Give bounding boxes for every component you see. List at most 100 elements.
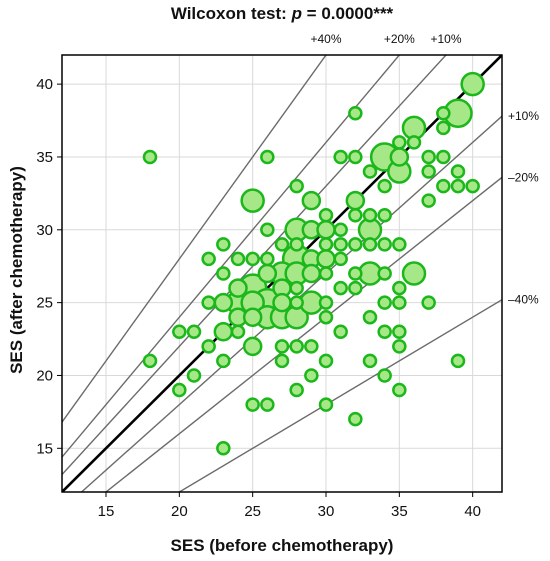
data-point: [348, 237, 363, 252]
data-point: [406, 135, 422, 150]
data-point: [318, 309, 334, 325]
data-point: [318, 266, 334, 281]
data-point: [216, 237, 231, 252]
data-point: [333, 222, 348, 238]
x-tick-label: 40: [464, 503, 481, 520]
reference-line-label: +20%: [384, 32, 415, 46]
data-point: [260, 397, 275, 412]
data-point: [333, 237, 348, 252]
data-point: [260, 251, 275, 267]
data-point: [392, 280, 407, 296]
data-point: [289, 382, 304, 398]
data-point: [216, 353, 231, 369]
data-point: [348, 106, 363, 121]
x-tick-label: 15: [98, 503, 115, 520]
data-point: [450, 164, 466, 179]
data-point: [245, 397, 260, 412]
data-point: [257, 263, 278, 284]
data-point: [436, 149, 451, 165]
data-point: [348, 207, 363, 223]
data-point: [333, 149, 348, 165]
data-point: [272, 292, 292, 313]
y-tick-label: 40: [36, 76, 53, 93]
data-point: [201, 251, 216, 267]
data-point: [186, 368, 202, 383]
data-point: [348, 266, 363, 281]
data-point: [348, 280, 363, 296]
data-point: [228, 278, 248, 298]
data-point: [201, 295, 216, 310]
data-point: [333, 280, 348, 296]
data-point: [333, 324, 348, 340]
x-tick-label: 25: [244, 503, 261, 520]
data-point: [465, 178, 480, 194]
data-point: [216, 266, 231, 281]
reference-line-label: –20%: [508, 170, 539, 184]
data-point: [142, 149, 158, 165]
data-point: [289, 280, 304, 296]
data-point: [289, 295, 304, 310]
reference-line: [177, 299, 502, 492]
data-point: [213, 322, 234, 342]
reference-line: [62, 55, 327, 423]
y-tick-label: 25: [36, 295, 53, 312]
data-point: [301, 190, 322, 211]
x-axis-label: SES (before chemotherapy): [171, 536, 394, 555]
data-point: [392, 382, 407, 398]
data-point: [392, 324, 407, 340]
data-point: [421, 164, 436, 179]
data-point: [450, 178, 466, 194]
data-point: [377, 207, 392, 223]
data-point: [362, 237, 378, 252]
data-point: [289, 178, 304, 194]
data-point: [230, 324, 246, 340]
data-point: [289, 237, 304, 252]
reference-line-label: –40%: [508, 293, 539, 307]
data-point: [318, 397, 334, 412]
data-point: [242, 307, 263, 327]
data-point: [421, 193, 436, 208]
y-tick-label: 30: [36, 222, 53, 239]
data-point: [242, 336, 263, 357]
data-point: [301, 263, 322, 284]
y-tick-label: 15: [36, 440, 53, 457]
data-point: [436, 120, 451, 136]
data-point: [348, 149, 363, 165]
reference-line-labels: +40% +20% +10% +10% –20% –40%: [310, 32, 539, 307]
data-point: [318, 353, 334, 369]
data-point: [392, 135, 407, 150]
data-point: [245, 251, 260, 267]
data-point: [240, 188, 265, 213]
data-point: [362, 353, 378, 369]
data-point: [230, 251, 246, 267]
data-point: [304, 339, 319, 354]
data-point: [316, 220, 336, 240]
data-point: [460, 71, 485, 97]
tick-labels: 15 20 25 30 35 40 15 20 25 30 35 40: [36, 76, 481, 520]
reference-line-label: +10%: [508, 109, 539, 123]
data-point: [436, 178, 451, 194]
data-point: [304, 368, 319, 383]
data-point: [274, 339, 290, 354]
data-point: [377, 295, 392, 310]
y-tick-label: 20: [36, 367, 53, 384]
data-point: [274, 353, 290, 369]
data-point: [260, 149, 275, 165]
data-point: [377, 368, 392, 383]
data-point: [392, 237, 407, 252]
data-point: [377, 266, 392, 281]
data-point: [289, 339, 304, 354]
x-tick-label: 30: [318, 503, 335, 520]
reference-line-label: +40%: [310, 32, 341, 46]
data-point: [392, 339, 407, 354]
data-point: [318, 237, 334, 252]
data-point: [421, 295, 436, 310]
data-point: [401, 261, 427, 286]
x-tick-label: 20: [171, 503, 188, 520]
data-point: [362, 164, 378, 179]
data-point: [345, 190, 366, 211]
data-point: [348, 411, 363, 427]
data-point: [201, 339, 216, 354]
plot-frame-rect: [61, 54, 503, 493]
